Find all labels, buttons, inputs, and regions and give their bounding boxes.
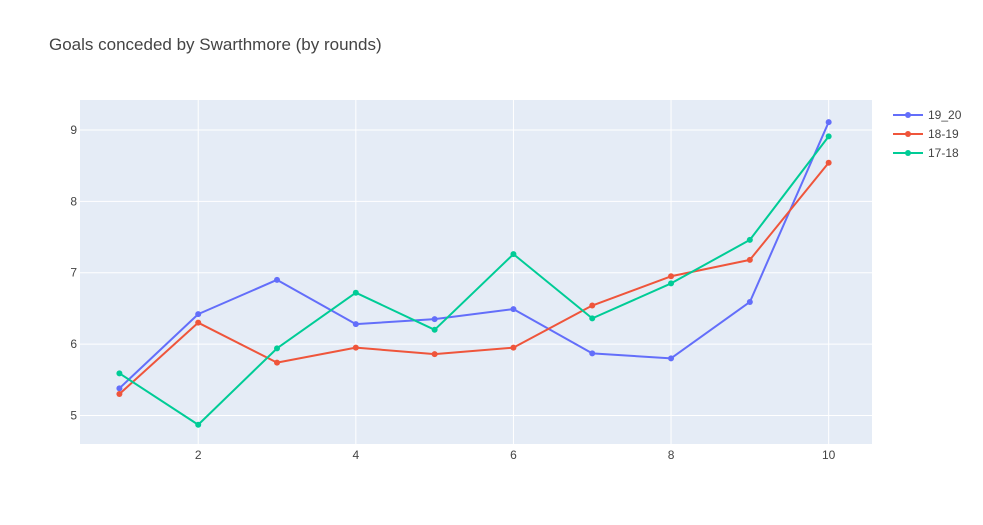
data-point[interactable] <box>274 345 281 352</box>
plot-area <box>80 100 872 444</box>
data-point[interactable] <box>746 298 753 305</box>
legend-item-18-19[interactable]: 18-19 <box>893 127 959 141</box>
data-point[interactable] <box>668 280 675 287</box>
y-tick-label: 9 <box>70 123 77 137</box>
x-tick-label: 6 <box>510 448 517 462</box>
data-point[interactable] <box>746 256 753 263</box>
data-point[interactable] <box>431 316 438 323</box>
data-point[interactable] <box>510 306 517 313</box>
data-point[interactable] <box>431 326 438 333</box>
data-point[interactable] <box>195 319 202 326</box>
series-18-19 <box>116 159 832 398</box>
data-point[interactable] <box>352 289 359 296</box>
x-axis: 2 4 6 8 10 <box>195 448 836 462</box>
data-point[interactable] <box>274 359 281 366</box>
x-tick-label: 10 <box>822 448 836 462</box>
legend-label: 18-19 <box>928 127 959 141</box>
series-19_20 <box>116 119 832 392</box>
data-point[interactable] <box>116 385 123 392</box>
chart-title: Goals conceded by Swarthmore (by rounds) <box>49 35 382 54</box>
grid <box>80 100 872 444</box>
series-line <box>118 121 830 390</box>
data-point[interactable] <box>352 344 359 351</box>
legend-label: 17-18 <box>928 146 959 160</box>
data-point[interactable] <box>352 321 359 328</box>
y-tick-label: 7 <box>70 266 77 280</box>
x-tick-label: 4 <box>352 448 359 462</box>
series-line <box>118 162 830 395</box>
y-tick-label: 6 <box>70 337 77 351</box>
series-line <box>118 135 830 426</box>
data-point[interactable] <box>195 421 202 428</box>
data-point[interactable] <box>510 251 517 258</box>
data-point[interactable] <box>668 355 675 362</box>
series-group <box>116 119 832 428</box>
data-point[interactable] <box>116 391 123 398</box>
data-point[interactable] <box>195 311 202 318</box>
legend-item-19_20[interactable]: 19_20 <box>893 108 962 122</box>
y-tick-label: 5 <box>70 408 77 422</box>
data-point[interactable] <box>746 236 753 243</box>
y-tick-label: 8 <box>70 194 77 208</box>
legend[interactable]: 19_20 18-19 17-18 <box>893 108 962 160</box>
legend-item-17-18[interactable]: 17-18 <box>893 146 959 160</box>
x-tick-label: 2 <box>195 448 202 462</box>
y-axis: 5 6 7 8 9 <box>70 123 77 422</box>
data-point[interactable] <box>825 159 832 166</box>
legend-swatch-marker <box>905 131 911 137</box>
data-point[interactable] <box>589 350 596 357</box>
data-point[interactable] <box>116 370 123 377</box>
legend-label: 19_20 <box>928 108 962 122</box>
series-17-18 <box>116 133 832 428</box>
data-point[interactable] <box>825 133 832 140</box>
legend-swatch-marker <box>905 150 911 156</box>
data-point[interactable] <box>274 276 281 283</box>
data-point[interactable] <box>510 344 517 351</box>
legend-swatch-marker <box>905 112 911 118</box>
data-point[interactable] <box>825 119 832 126</box>
data-point[interactable] <box>668 273 675 280</box>
x-tick-label: 8 <box>668 448 675 462</box>
data-point[interactable] <box>589 302 596 309</box>
data-point[interactable] <box>431 351 438 358</box>
data-point[interactable] <box>589 315 596 322</box>
